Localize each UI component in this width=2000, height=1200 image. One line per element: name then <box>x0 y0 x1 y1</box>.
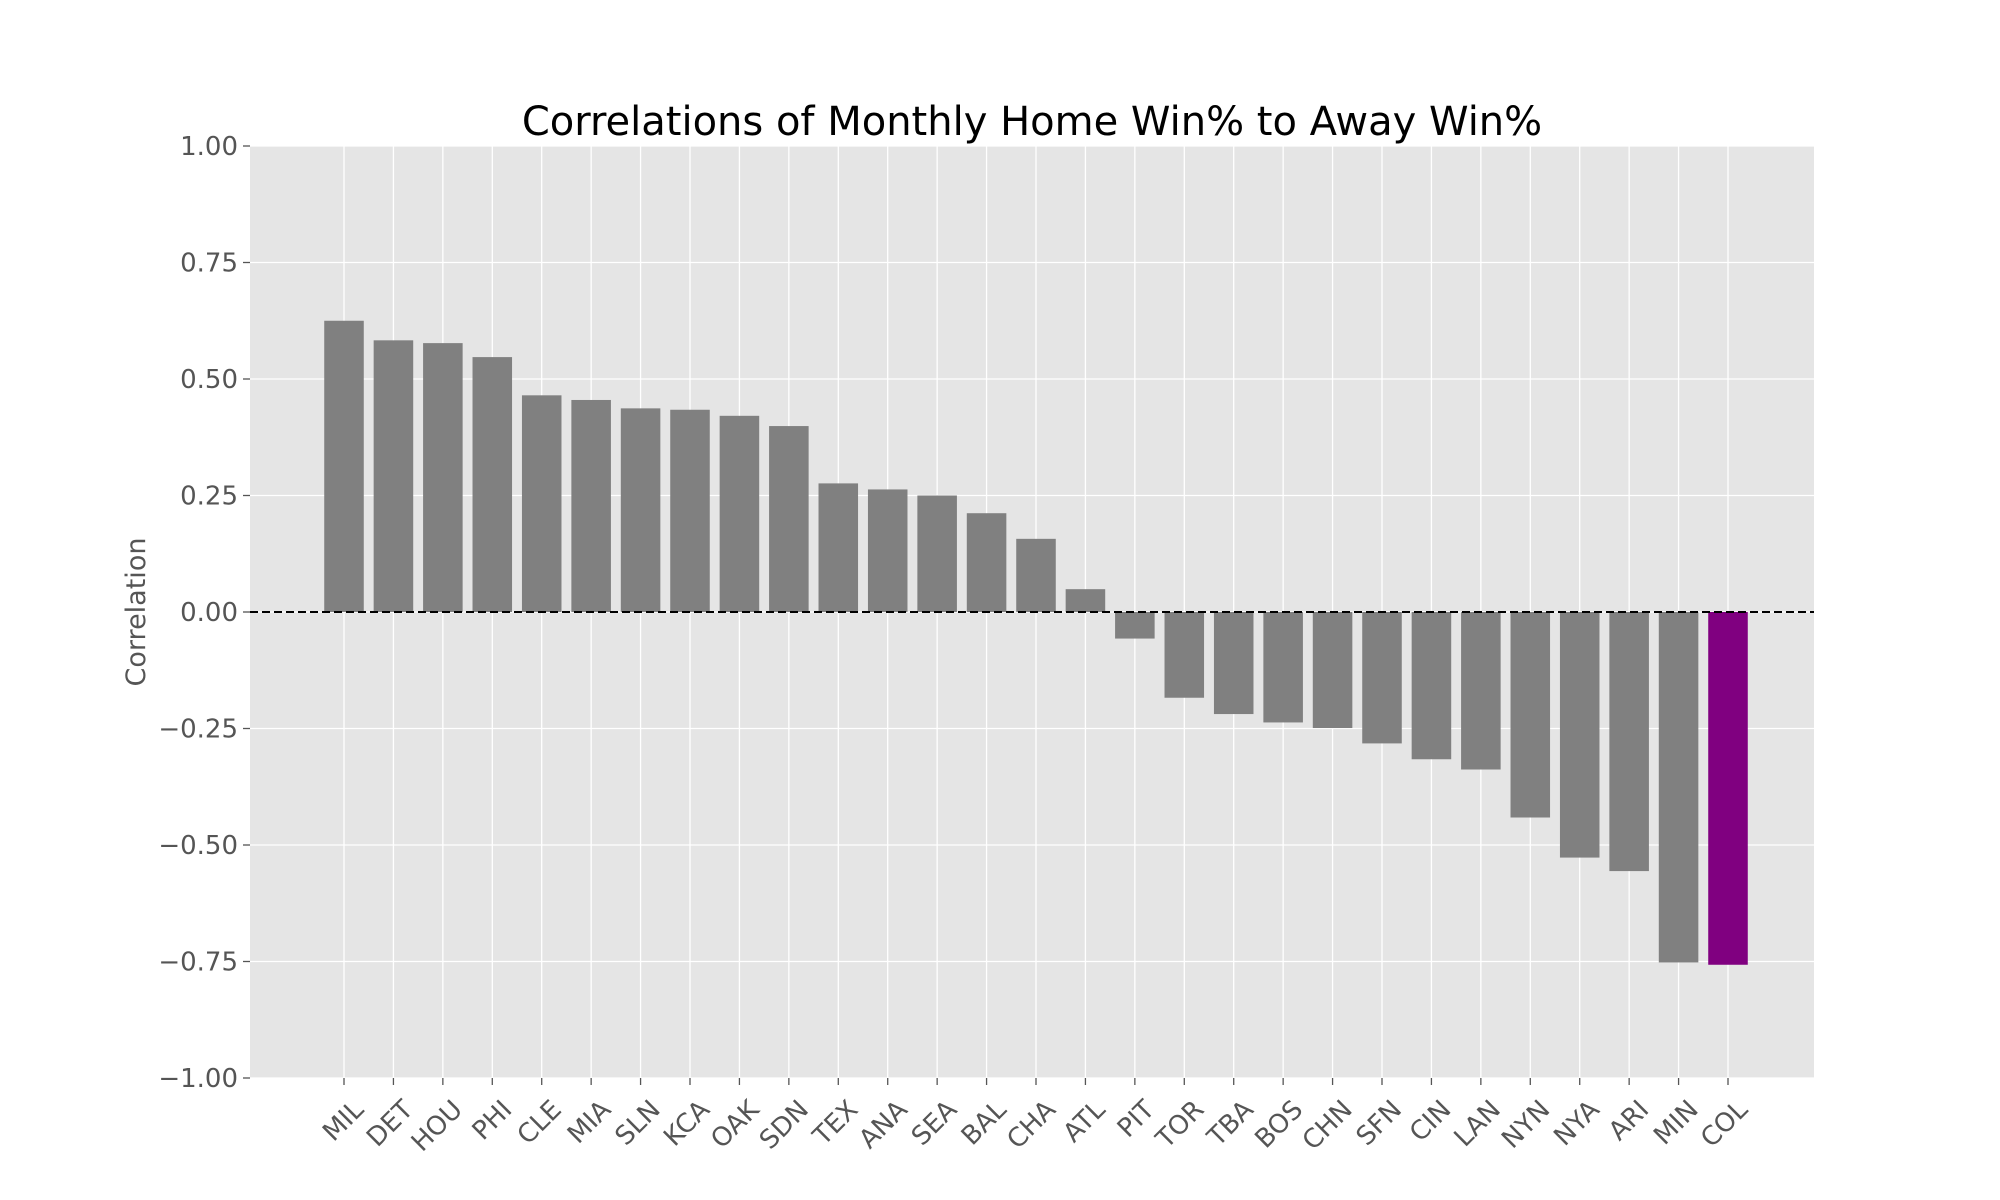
bar-det <box>373 340 414 612</box>
bar-col <box>1708 612 1748 965</box>
bar-mia <box>571 399 611 612</box>
bar-cle <box>521 395 562 612</box>
x-tick-label-hou: HOU <box>406 1095 469 1158</box>
bar-atl <box>1065 589 1106 612</box>
x-tick-label-sdn: SDN <box>754 1095 815 1156</box>
x-tick-label-lan: LAN <box>1449 1095 1507 1153</box>
bar-cin <box>1411 612 1452 760</box>
x-tick-label-kca: KCA <box>658 1095 716 1153</box>
y-tick-label: 0.25 <box>180 482 238 512</box>
x-tick-label-ana: ANA <box>854 1095 914 1155</box>
x-tick-label-tex: TEX <box>807 1095 864 1152</box>
x-tick-label-min: MIN <box>1648 1095 1704 1151</box>
x-tick-label-sln: SLN <box>610 1095 667 1152</box>
bar-chn <box>1312 612 1353 729</box>
y-tick-label: 0.00 <box>180 598 238 628</box>
x-tick-label-sfn: SFN <box>1351 1095 1408 1152</box>
bar-sln <box>620 408 661 612</box>
x-tick-label-mil: MIL <box>317 1094 370 1147</box>
chart-title: Correlations of Monthly Home Win% to Awa… <box>522 99 1542 145</box>
bar-bal <box>966 513 1007 612</box>
x-tick-label-cin: CIN <box>1404 1095 1457 1148</box>
y-tick-label: 0.50 <box>180 365 238 395</box>
bar-tex <box>818 483 859 612</box>
bar-lan <box>1461 612 1501 770</box>
bar-kca <box>670 409 710 612</box>
x-tick-label-sea: SEA <box>906 1095 963 1152</box>
bar-sfn <box>1362 612 1402 744</box>
x-tick-label-nya: NYA <box>1548 1095 1605 1152</box>
bar-cha <box>1016 538 1056 612</box>
bar-hou <box>423 343 463 612</box>
bar-mil <box>324 320 364 612</box>
y-tick-label: 0.75 <box>180 249 238 279</box>
bar-nyn <box>1510 612 1551 818</box>
x-tick-label-det: DET <box>361 1095 419 1153</box>
x-tick-label-oak: OAK <box>705 1094 766 1155</box>
y-axis-ticks: −1.00 −0.75 −0.50 −0.25 0.00 0.25 0.50 0.75 1.00 <box>158 132 250 1094</box>
x-tick-label-phi: PHI <box>467 1095 519 1147</box>
bar-ari <box>1609 612 1649 872</box>
y-tick-label: −0.25 <box>158 715 238 745</box>
bar-sea <box>917 495 957 612</box>
bar-bos <box>1263 612 1303 723</box>
bar-min <box>1658 612 1699 963</box>
bar-tor <box>1164 612 1205 698</box>
x-tick-label-tor: TOR <box>1150 1095 1210 1155</box>
x-tick-label-nyn: NYN <box>1496 1095 1556 1155</box>
x-tick-label-bal: BAL <box>956 1094 1013 1151</box>
bar-phi <box>472 357 513 612</box>
bar-pit <box>1115 612 1155 639</box>
x-tick-label-ari: ARI <box>1603 1095 1655 1147</box>
y-axis-label: Correlation <box>121 538 152 687</box>
bar-tba <box>1213 612 1254 715</box>
y-tick-label: −1.00 <box>158 1064 238 1094</box>
x-tick-label-mia: MIA <box>562 1095 617 1150</box>
y-tick-label: −0.75 <box>158 948 238 978</box>
x-tick-label-bos: BOS <box>1249 1095 1309 1155</box>
y-tick-label: 1.00 <box>180 132 238 162</box>
bar-oak <box>719 415 760 612</box>
x-tick-label-tba: TBA <box>1201 1095 1259 1153</box>
x-tick-label-atl: ATL <box>1058 1094 1112 1148</box>
bars <box>324 320 1748 965</box>
y-tick-label: −0.50 <box>158 831 238 861</box>
x-tick-label-col: COL <box>1695 1094 1754 1153</box>
bar-sdn <box>769 426 809 612</box>
bar-nya <box>1559 612 1600 858</box>
bar-ana <box>867 489 908 612</box>
x-axis-ticks: MILDETHOUPHICLEMIASLNKCAOAKSDNTEXANASEAB… <box>317 1078 1754 1158</box>
x-tick-label-chn: CHN <box>1297 1095 1359 1157</box>
x-tick-label-cha: CHA <box>1002 1095 1063 1156</box>
x-tick-label-cle: CLE <box>512 1095 568 1151</box>
